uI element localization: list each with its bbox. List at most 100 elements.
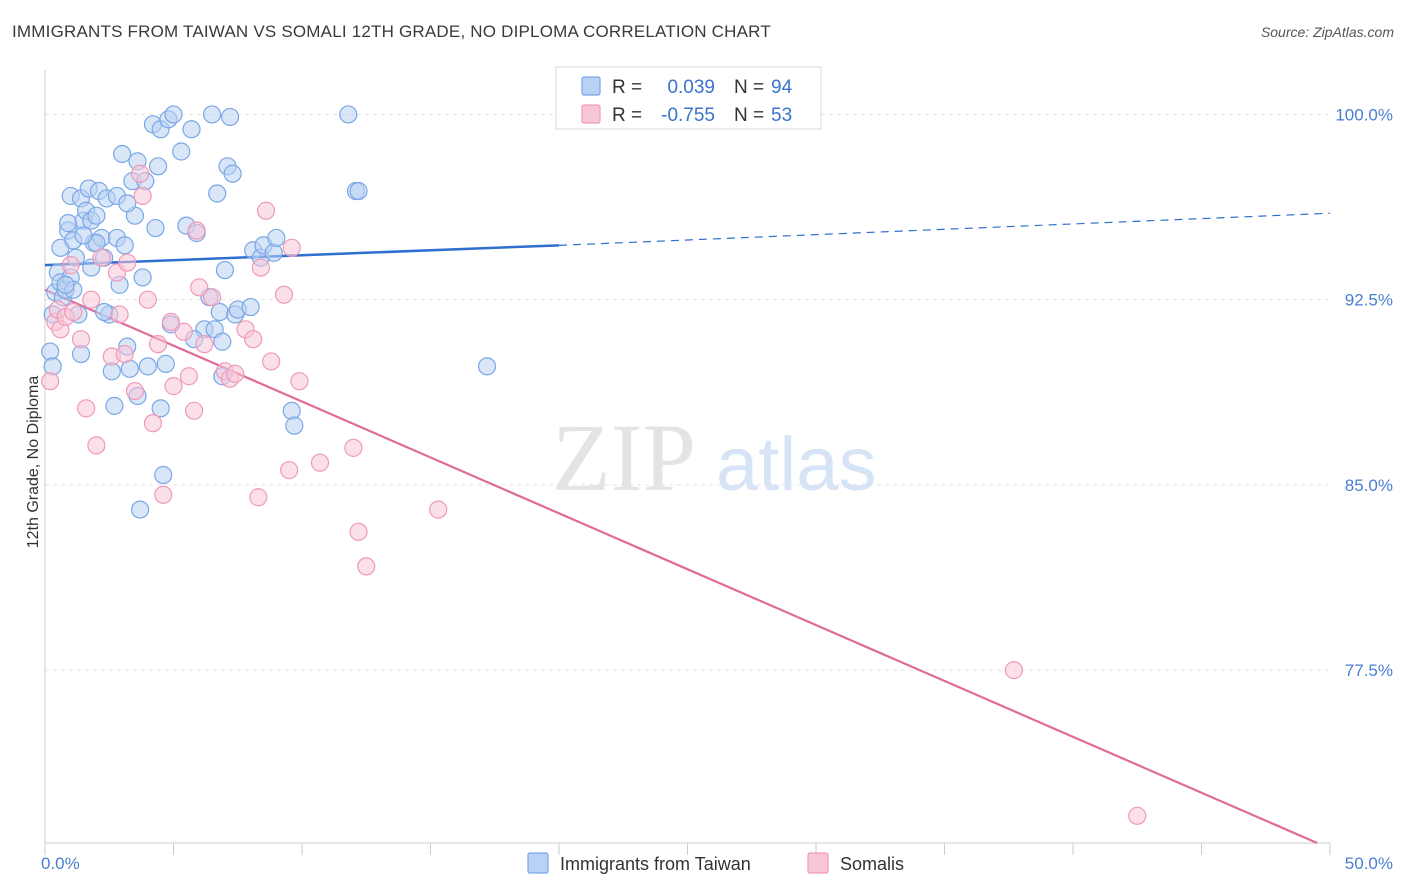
taiwan-point <box>241 297 260 317</box>
legend-n-label: N = <box>734 105 764 126</box>
taiwan-point <box>182 120 201 139</box>
somalis-point <box>1004 661 1023 680</box>
y-tick-label: 100.0% <box>1335 105 1393 124</box>
legend-r-value: 0.039 <box>667 77 715 98</box>
somalis-point <box>195 335 214 354</box>
taiwan-point <box>154 465 173 485</box>
somalis-point <box>92 248 111 267</box>
taiwan-point <box>220 107 240 127</box>
somalis-point <box>179 367 199 386</box>
x-tick-label: 0.0% <box>41 854 80 873</box>
somalis-point <box>148 335 168 354</box>
y-tick-label: 92.5% <box>1345 291 1393 310</box>
grid-lines <box>45 113 1330 671</box>
somalis-point <box>349 522 368 541</box>
taiwan-point <box>148 157 168 176</box>
taiwan-point <box>130 500 150 519</box>
legend: R = 0.039 N = 94 R = -0.755 N = 53 <box>555 66 822 130</box>
somalis-point <box>87 436 106 455</box>
somalis-point <box>282 238 301 257</box>
somalis-point <box>429 500 448 519</box>
somalis-point <box>256 201 276 220</box>
somalis-point <box>202 288 222 307</box>
somalis-point <box>41 372 60 391</box>
taiwan-point <box>164 105 183 124</box>
taiwan-point <box>118 194 137 213</box>
taiwan-point <box>146 218 165 238</box>
somalis-point <box>251 258 270 277</box>
somalis-point <box>115 344 134 364</box>
taiwan-point <box>41 342 60 361</box>
watermark-zip: ZIP <box>552 404 696 511</box>
taiwan-point <box>74 226 93 245</box>
legend-n-value: 53 <box>771 105 792 126</box>
taiwan-point <box>267 228 286 248</box>
somalis-point <box>61 256 80 275</box>
somalis-point <box>161 312 181 332</box>
somalis-point <box>110 305 129 324</box>
somalis-point <box>1128 806 1147 825</box>
axes: 100.0% 92.5% 85.0% 77.5% 0.0% 50.0% <box>41 70 1393 873</box>
taiwan-point <box>156 354 175 373</box>
taiwan-point <box>477 357 497 376</box>
taiwan-point <box>285 416 304 435</box>
somalis-point <box>290 372 309 391</box>
somalis-point <box>130 164 150 183</box>
chart-title: IMMIGRANTS FROM TAIWAN VS SOMALI 12TH GR… <box>12 22 771 41</box>
taiwan-point <box>95 302 114 322</box>
taiwan-point <box>138 357 157 376</box>
bottom-legend: Immigrants from Taiwan Somalis <box>527 852 904 874</box>
data-points <box>41 105 1147 825</box>
chart-source: Source: ZipAtlas.com <box>1260 24 1394 40</box>
taiwan-point <box>151 399 170 418</box>
somalis-point <box>133 186 152 206</box>
taiwan-point <box>43 357 62 376</box>
somalis-point <box>138 290 157 309</box>
somalis-point <box>118 253 137 272</box>
somalis-point <box>280 460 299 480</box>
somalis-point <box>164 377 183 396</box>
somalis-point <box>143 414 163 433</box>
somalis-point <box>174 322 193 341</box>
taiwan-point <box>115 236 134 255</box>
somalis-point <box>344 438 363 457</box>
legend-swatch-somalis <box>581 104 601 124</box>
somalis-point <box>262 352 281 371</box>
somalis-point <box>249 488 268 507</box>
x-tick-label: 50.0% <box>1345 854 1393 873</box>
taiwan-point <box>208 184 227 203</box>
somalis-point <box>226 364 245 383</box>
bottom-legend-label-somalis: Somalis <box>840 854 904 874</box>
taiwan-point <box>223 164 242 183</box>
watermark: ZIP atlas <box>552 404 877 511</box>
somalis-point <box>125 381 145 401</box>
taiwan-point <box>202 105 222 124</box>
taiwan-point <box>133 268 152 287</box>
somalis-point <box>71 330 91 349</box>
taiwan-point <box>56 275 75 294</box>
somalis-trend-line <box>44 288 1318 845</box>
bottom-legend-swatch-taiwan <box>527 852 549 874</box>
somalis-point <box>187 221 206 240</box>
taiwan-point <box>105 396 124 415</box>
somalis-point <box>274 285 294 304</box>
bottom-legend-swatch-somalis <box>807 852 829 874</box>
taiwan-point <box>215 260 234 280</box>
somalis-point <box>357 557 376 576</box>
taiwan-point <box>59 214 78 233</box>
somalis-point <box>82 290 101 309</box>
legend-swatch-taiwan <box>581 76 601 96</box>
taiwan-point <box>87 206 106 225</box>
legend-n-value: 94 <box>771 77 793 98</box>
taiwan-point <box>339 105 358 124</box>
legend-n-label: N = <box>734 77 764 98</box>
taiwan-point <box>349 181 368 201</box>
taiwan-point <box>112 144 132 164</box>
y-tick-label: 85.0% <box>1345 476 1393 495</box>
somalis-point <box>154 485 173 504</box>
legend-r-value: -0.755 <box>661 105 715 126</box>
y-tick-label: 77.5% <box>1345 661 1393 680</box>
legend-r-label: R = <box>612 77 642 98</box>
taiwan-point <box>264 243 283 262</box>
somalis-point <box>184 401 204 420</box>
